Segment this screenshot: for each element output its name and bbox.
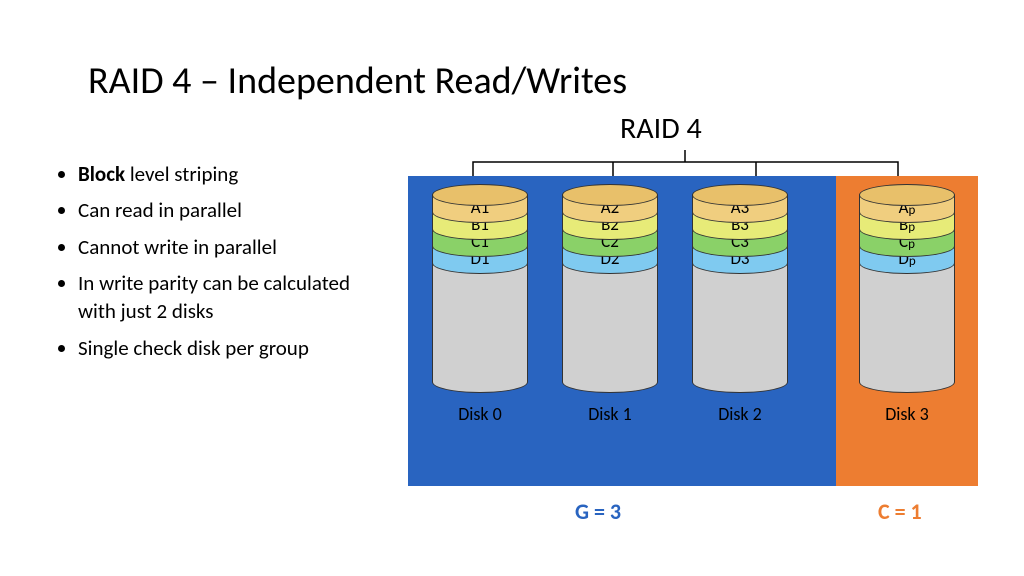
cylinder-body bbox=[562, 263, 658, 393]
disk-column: A2B2C2D2Disk 1 bbox=[560, 184, 660, 425]
cylinder-body bbox=[692, 263, 788, 393]
disk-label: Disk 1 bbox=[588, 403, 632, 425]
disk-column: A1B1C1D1Disk 0 bbox=[430, 184, 530, 425]
parity-disk-zone: ApBpCpDpDisk 3 bbox=[836, 176, 978, 486]
cylinder-body bbox=[432, 263, 528, 393]
bullet-item: Block level striping bbox=[78, 160, 380, 188]
disk-label: Disk 0 bbox=[458, 403, 502, 425]
disk-column: ApBpCpDpDisk 3 bbox=[858, 184, 956, 425]
bracket-icon bbox=[408, 148, 978, 176]
slide-title: RAID 4 – Independent Read/Writes bbox=[88, 58, 627, 104]
cylinder-top bbox=[562, 184, 658, 206]
bullet-item: Cannot write in parallel bbox=[78, 233, 380, 261]
data-disks-zone: A1B1C1D1Disk 0 A2B2C2D2Disk 1 A3B3C3D3Disk… bbox=[408, 176, 836, 486]
cylinder-body bbox=[859, 263, 955, 393]
bullet-list: Block level striping Can read in paralle… bbox=[60, 160, 380, 370]
cylinder-top bbox=[692, 184, 788, 206]
diagram-title: RAID 4 bbox=[620, 110, 702, 147]
cylinder-top bbox=[859, 184, 955, 206]
raid-diagram: A1B1C1D1Disk 0 A2B2C2D2Disk 1 A3B3C3D3Disk… bbox=[408, 176, 978, 486]
cylinder-top bbox=[432, 184, 528, 206]
disk-label: Disk 3 bbox=[885, 403, 929, 425]
disk-label: Disk 2 bbox=[718, 403, 762, 425]
footer-g-label: G = 3 bbox=[575, 498, 621, 525]
bullet-item: Can read in parallel bbox=[78, 196, 380, 224]
disk-column: A3B3C3D3Disk 2 bbox=[690, 184, 790, 425]
bullet-item: Single check disk per group bbox=[78, 334, 380, 362]
bullet-item: In write parity can be calculated with j… bbox=[78, 269, 380, 326]
footer-c-label: C = 1 bbox=[878, 498, 922, 525]
